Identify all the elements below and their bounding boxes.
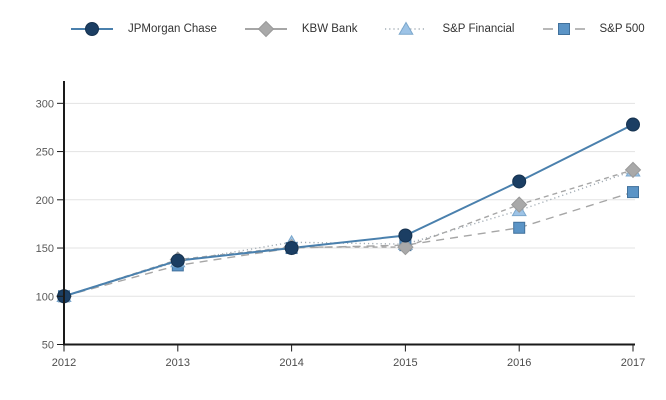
- legend-item-s-p-500: S&P 500: [542, 18, 645, 40]
- legend-swatch-kbw-bank: [244, 20, 287, 38]
- legend-label: S&P Financial: [442, 23, 515, 35]
- legend-item-jpmorgan-chase: JPMorgan Chase: [70, 18, 217, 40]
- x-axis-label: 2016: [507, 357, 531, 369]
- series-line-jpmorgan-chase: [63, 123, 634, 298]
- marker-jpmorgan-chase: [170, 253, 185, 268]
- x-axis-label: 2017: [621, 357, 645, 369]
- y-axis-label: 200: [36, 195, 54, 207]
- series-line-s-p-500: [63, 191, 634, 297]
- x-axis-label: 2014: [279, 357, 303, 369]
- y-axis-label: 250: [36, 147, 54, 159]
- legend-label: JPMorgan Chase: [128, 23, 217, 35]
- legend-swatch-jpmorgan-chase: [71, 22, 113, 36]
- y-axis-label: 300: [36, 98, 54, 110]
- marker-jpmorgan-chase: [398, 228, 413, 243]
- marker-kbw-bank: [397, 238, 414, 256]
- y-axis-label: 100: [36, 291, 54, 303]
- legend-swatch-s-p-500: [542, 23, 585, 35]
- y-axis-label: 50: [42, 340, 54, 352]
- y-axis-label: 150: [36, 243, 54, 255]
- legend-item-kbw-bank: KBW Bank: [244, 18, 358, 40]
- chart-legend: JPMorgan Chase KBW Bank S&P Financial S&P 5…: [70, 18, 645, 40]
- circle-icon: [85, 22, 99, 36]
- marker-jpmorgan-chase: [626, 117, 640, 132]
- diamond-icon: [257, 20, 275, 38]
- legend-label: KBW Bank: [301, 23, 358, 35]
- square-icon: [557, 23, 570, 35]
- marker-kbw-bank: [624, 161, 642, 179]
- marker-jpmorgan-chase: [284, 241, 299, 256]
- legend-label: S&P 500: [599, 23, 645, 35]
- legend-swatch-s-p-financial: [385, 21, 428, 35]
- marker-s-p-500: [513, 221, 526, 234]
- legend-item-s-p-financial: S&P Financial: [384, 18, 515, 40]
- triangle-icon: [398, 21, 415, 35]
- x-axis-label: 2012: [52, 357, 76, 369]
- x-axis-label: 2015: [393, 357, 417, 369]
- x-axis-label: 2013: [166, 357, 190, 369]
- marker-kbw-bank: [510, 196, 528, 213]
- marker-s-p-500: [627, 186, 639, 199]
- series-line-s-p-financial: [63, 170, 634, 297]
- series-line-kbw-bank: [63, 169, 634, 297]
- marker-jpmorgan-chase: [512, 174, 527, 189]
